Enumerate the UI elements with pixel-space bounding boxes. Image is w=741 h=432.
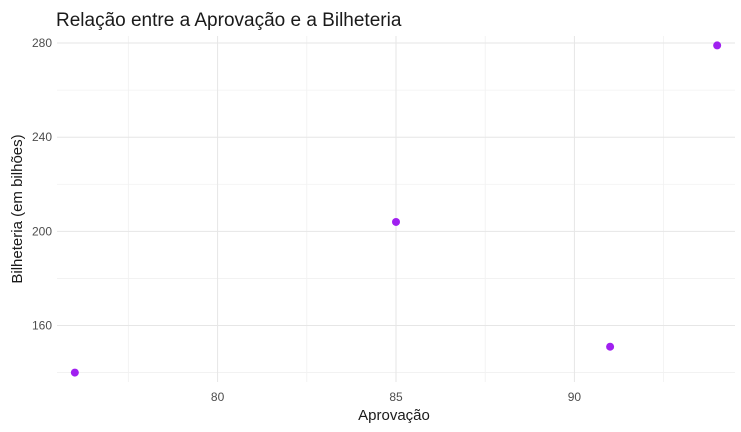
y-tick-label: 200: [32, 224, 52, 238]
data-point: [713, 41, 722, 50]
x-tick-label: 80: [211, 390, 225, 404]
data-point: [392, 217, 400, 226]
tick-labels: 80 85 90 160 200 240 280: [32, 36, 581, 404]
data-points: [70, 41, 722, 377]
data-point: [606, 342, 615, 351]
x-tick-label: 85: [389, 390, 403, 404]
data-point: [70, 368, 79, 377]
chart-title: Relação entre a Aprovação e a Bilheteria: [56, 10, 402, 31]
y-tick-label: 240: [32, 130, 52, 144]
grid: [57, 36, 735, 382]
y-tick-label: 280: [32, 36, 52, 50]
x-tick-label: 90: [568, 390, 582, 404]
y-tick-label: 160: [32, 319, 52, 333]
y-axis-title: Bilheteria (em bilhões): [9, 134, 26, 283]
x-axis-title: Aprovação: [358, 407, 430, 424]
